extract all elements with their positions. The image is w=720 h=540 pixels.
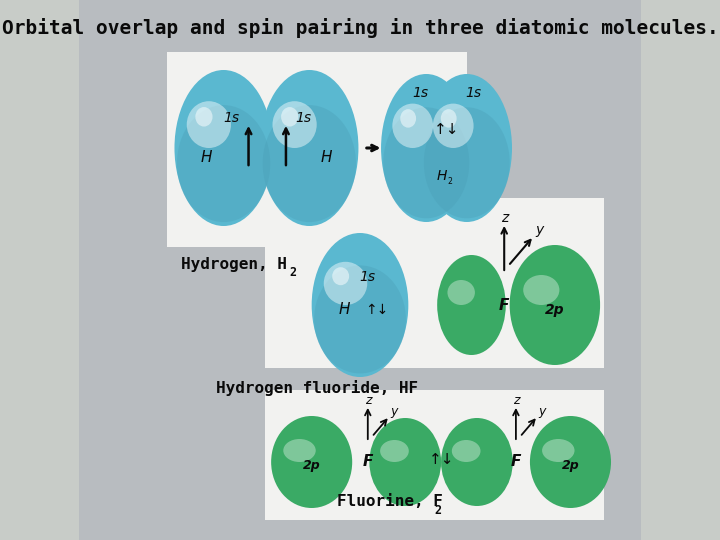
Ellipse shape	[281, 107, 298, 126]
Text: 1s: 1s	[360, 270, 376, 284]
Ellipse shape	[441, 109, 456, 127]
Ellipse shape	[510, 245, 600, 365]
Text: y: y	[539, 404, 546, 417]
Ellipse shape	[260, 70, 359, 226]
Text: 2p: 2p	[303, 458, 320, 471]
Ellipse shape	[324, 262, 367, 305]
Ellipse shape	[452, 440, 480, 462]
Text: z: z	[364, 394, 371, 407]
Text: Fluorine, F: Fluorine, F	[337, 495, 443, 510]
Ellipse shape	[381, 74, 472, 222]
Text: z: z	[513, 394, 519, 407]
Text: H: H	[320, 151, 332, 165]
Ellipse shape	[400, 109, 416, 127]
Ellipse shape	[195, 107, 212, 126]
Ellipse shape	[542, 439, 575, 462]
Bar	[265, 390, 604, 520]
Ellipse shape	[174, 70, 273, 226]
Ellipse shape	[312, 233, 408, 377]
Text: F: F	[510, 455, 521, 469]
Text: ↑↓: ↑↓	[366, 303, 389, 317]
Text: Hydrogen, H: Hydrogen, H	[181, 258, 287, 273]
Ellipse shape	[272, 101, 317, 148]
Text: F: F	[363, 455, 373, 469]
Text: 1s: 1s	[412, 86, 428, 100]
Bar	[265, 198, 604, 368]
Text: 1s: 1s	[295, 111, 311, 125]
Bar	[167, 52, 467, 247]
Text: ↑↓: ↑↓	[429, 453, 454, 468]
Ellipse shape	[314, 265, 406, 373]
Ellipse shape	[283, 439, 316, 462]
Ellipse shape	[441, 418, 513, 506]
Text: ↑↓: ↑↓	[433, 123, 459, 138]
Text: 2p: 2p	[545, 303, 564, 317]
Ellipse shape	[422, 74, 512, 222]
Text: Hydrogen fluoride, HF: Hydrogen fluoride, HF	[216, 380, 418, 396]
Ellipse shape	[392, 104, 433, 148]
Text: F: F	[499, 298, 509, 313]
Ellipse shape	[424, 107, 510, 218]
Ellipse shape	[380, 440, 409, 462]
Text: y: y	[535, 223, 544, 237]
Ellipse shape	[383, 107, 469, 218]
Ellipse shape	[271, 416, 352, 508]
Ellipse shape	[263, 105, 356, 222]
Text: 2: 2	[434, 503, 441, 516]
Text: z: z	[500, 211, 508, 225]
Ellipse shape	[332, 267, 349, 285]
Text: H: H	[338, 302, 350, 318]
Ellipse shape	[530, 416, 611, 508]
Ellipse shape	[447, 280, 475, 305]
Text: H: H	[436, 169, 447, 183]
Text: H: H	[201, 151, 212, 165]
Text: 2p: 2p	[562, 458, 580, 471]
Ellipse shape	[369, 418, 441, 506]
Ellipse shape	[433, 104, 474, 148]
Text: Orbital overlap and spin pairing in three diatomic molecules.: Orbital overlap and spin pairing in thre…	[1, 18, 719, 38]
Ellipse shape	[437, 255, 505, 355]
Ellipse shape	[186, 101, 231, 148]
Text: 2: 2	[290, 266, 297, 279]
Ellipse shape	[177, 105, 270, 222]
Text: y: y	[391, 404, 398, 417]
Text: 1s: 1s	[465, 86, 481, 100]
Text: 1s: 1s	[223, 111, 240, 125]
Ellipse shape	[523, 275, 559, 305]
Text: $_2$: $_2$	[446, 176, 453, 188]
